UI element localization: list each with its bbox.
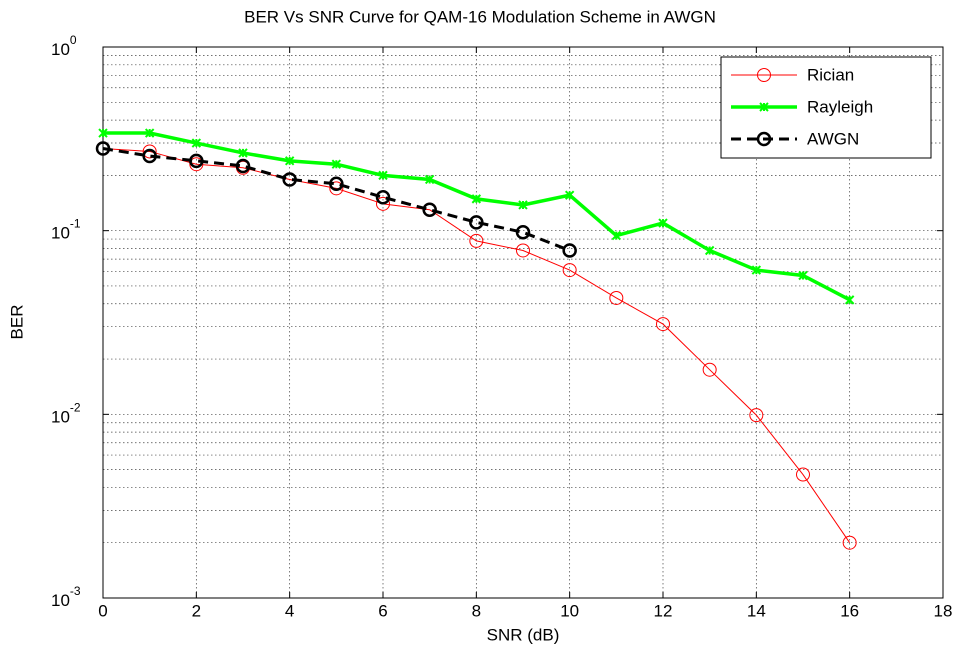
marker: [191, 138, 202, 148]
x-tick-label: 6: [378, 601, 387, 620]
marker: [844, 295, 855, 305]
marker: [749, 408, 764, 423]
marker: [757, 68, 771, 82]
marker: [756, 131, 772, 147]
marker: [515, 225, 531, 240]
y-tick-label: 10-3: [51, 584, 81, 610]
marker: [189, 153, 204, 169]
y-tick-exponent: -3: [70, 584, 81, 598]
x-tick-label: 4: [285, 601, 294, 620]
y-tick-base: 10: [51, 591, 70, 610]
marker: [144, 128, 155, 138]
y-axis-label: BER: [7, 305, 26, 340]
marker: [235, 158, 251, 174]
marker: [562, 263, 577, 278]
marker: [469, 215, 484, 230]
marker: [375, 190, 391, 205]
marker: [142, 144, 157, 159]
marker: [376, 196, 390, 211]
marker: [609, 290, 624, 305]
plot-frame: [102, 46, 944, 599]
marker: [798, 270, 808, 281]
marker: [378, 170, 388, 181]
marker: [704, 245, 715, 256]
marker: [282, 172, 297, 187]
marker: [331, 159, 342, 169]
marker: [98, 128, 108, 138]
y-tick-exponent: -1: [70, 217, 81, 231]
y-tick-label: 100: [51, 33, 77, 59]
marker: [424, 174, 435, 185]
y-tick-label: 10-2: [51, 401, 81, 427]
marker: [95, 141, 111, 156]
legend-label: AWGN: [807, 129, 859, 148]
y-tick-base: 10: [51, 408, 70, 427]
marker: [422, 202, 437, 217]
y-tick-exponent: 0: [70, 33, 77, 47]
marker: [658, 218, 668, 228]
marker: [238, 148, 248, 158]
x-tick-label: 2: [192, 601, 201, 620]
y-tick-base: 10: [51, 40, 70, 59]
chart-title: BER Vs SNR Curve for QAM-16 Modulation S…: [244, 7, 716, 26]
marker: [751, 265, 762, 275]
y-tick-exponent: -2: [70, 401, 81, 415]
x-tick-label: 14: [747, 601, 766, 620]
marker: [516, 243, 530, 258]
marker: [611, 230, 622, 241]
marker: [656, 317, 670, 332]
marker: [564, 190, 575, 200]
y-tick-base: 10: [51, 224, 70, 243]
x-tick-label: 16: [840, 601, 859, 620]
marker: [189, 157, 204, 172]
marker: [562, 243, 577, 258]
marker: [329, 181, 344, 196]
x-tick-label: 12: [654, 601, 673, 620]
marker: [702, 362, 717, 377]
legend-label: Rician: [807, 65, 854, 84]
x-tick-label: 10: [560, 601, 579, 620]
legend-label: Rayleigh: [807, 97, 873, 116]
marker: [759, 102, 769, 112]
series-line: [102, 148, 851, 543]
marker: [471, 194, 482, 204]
x-tick-label: 8: [472, 601, 481, 620]
y-tick-label: 10-1: [51, 217, 81, 243]
marker: [142, 148, 157, 164]
marker: [329, 176, 344, 192]
marker: [796, 467, 810, 482]
marker: [518, 200, 528, 210]
marker: [842, 535, 857, 550]
x-tick-label: 0: [98, 601, 107, 620]
marker: [469, 233, 484, 248]
x-axis-label: SNR (dB): [487, 625, 560, 644]
legend: Rician Rayleigh AWGN: [720, 56, 932, 159]
x-tick-label: 18: [934, 601, 953, 620]
marker: [284, 156, 295, 166]
